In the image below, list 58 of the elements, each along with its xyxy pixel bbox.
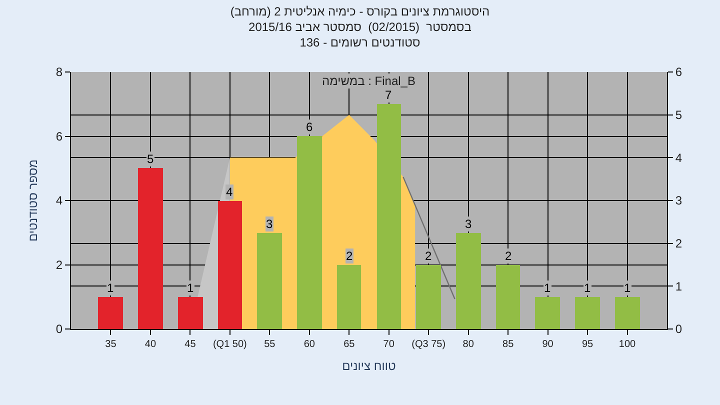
y-tick-label: 4 [56, 194, 63, 208]
data-label: 2 [505, 249, 512, 263]
data-label: 1 [584, 281, 591, 295]
annotation: במשימה : Final_B [322, 74, 416, 88]
x-tick-label: 60 [304, 339, 316, 350]
x-tick-label: 35 [105, 339, 117, 350]
y-tick-label: 6 [56, 129, 63, 144]
y2-tick-label: 5 [675, 108, 682, 122]
y2-tick-label: 2 [675, 236, 682, 251]
x-tick-label: 65 [344, 339, 356, 350]
data-label: 2 [346, 249, 353, 263]
bar [257, 233, 282, 329]
x-tick-label: 90 [542, 339, 554, 350]
x-axis-title: טווח ציונים [342, 358, 396, 373]
data-label: 3 [266, 217, 273, 231]
x-tick-label: 40 [144, 339, 156, 350]
bar [496, 265, 520, 329]
data-label: 3 [465, 217, 472, 231]
x-tick-label: 70 [383, 339, 395, 350]
bar [416, 265, 441, 329]
bar [377, 104, 401, 329]
bar [178, 297, 203, 329]
chart-title: היסטוגרמת ציונים בקורס - כימיה אנליטית 2 (מורחב) [230, 4, 490, 18]
y2-tick-label: 4 [675, 150, 682, 165]
data-label: 5 [147, 152, 154, 166]
data-label: 4 [226, 185, 233, 199]
y2-tick-label: 6 [675, 65, 682, 80]
bar [98, 297, 123, 329]
data-label: 1 [544, 281, 551, 295]
bar [615, 297, 640, 329]
bar [456, 233, 481, 329]
x-tick-label: 85 [502, 339, 514, 350]
x-tick-label: 95 [582, 339, 594, 350]
y2-tick-label: 3 [675, 194, 682, 208]
y-tick-label: 8 [56, 65, 63, 80]
bar [297, 136, 322, 329]
y-tick-label: 2 [56, 258, 63, 272]
data-label: 7 [385, 88, 392, 102]
data-label: 2 [425, 249, 432, 263]
bar [535, 297, 560, 329]
y2-tick-label: 1 [675, 279, 682, 294]
y-tick-label: 0 [56, 322, 63, 336]
data-label: 1 [107, 281, 114, 295]
data-label: 1 [187, 281, 194, 295]
chart-subtitle: בסמסטר (02/2015) סמסטר אביב 2015/16 סטודנטים רשומים - 136 [248, 20, 472, 50]
data-label: 1 [624, 281, 631, 295]
x-tick-label: 55 [264, 339, 276, 350]
bar [575, 297, 600, 329]
x-tick-label: 80 [462, 339, 474, 350]
y2-tick-label: 0 [675, 322, 682, 336]
bar [138, 168, 163, 329]
data-label: 6 [306, 120, 313, 134]
y-axis-title: מספר סטודנטים [26, 159, 40, 242]
bar [337, 265, 361, 329]
x-tick-label: 45 [184, 339, 196, 350]
x-tick-label: (Q1 50) [212, 339, 247, 350]
x-tick-label: (Q3 75) [412, 339, 446, 350]
x-tick-label: 100 [618, 339, 636, 350]
